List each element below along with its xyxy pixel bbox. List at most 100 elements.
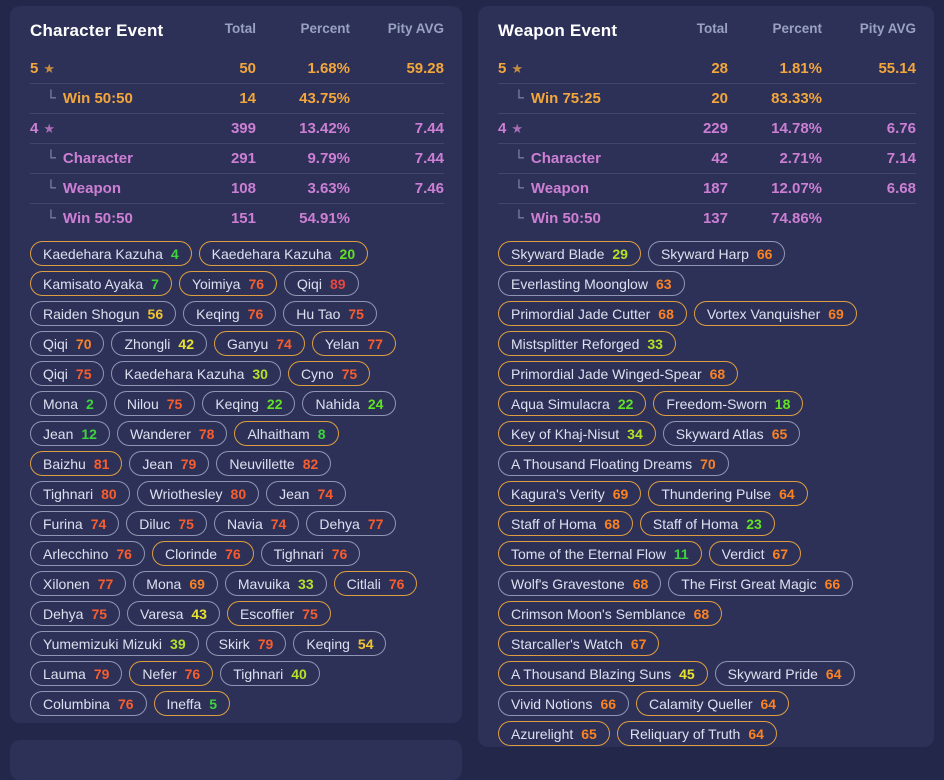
pull-pill: Vivid Notions 66 [498,691,630,716]
pull-pity: 24 [367,395,384,412]
pull-pill: Neuvillette 82 [216,451,332,476]
pull-pill: Skyward Harp 66 [647,241,786,266]
pull-row: Aqua Simulacra 22 Freedom-Sworn 18 [498,391,916,416]
pull-pill: Wolf's Gravestone 68 [498,571,662,596]
row-label: Weapon [530,180,589,197]
pull-pity: 77 [367,335,383,352]
row-pity-avg: 7.46 [414,180,444,197]
pull-pity: 74 [270,515,287,532]
stats-row: 5 ★ 50 1.68% 59.28 [30,54,444,83]
row-pity-avg: 7.14 [886,150,916,167]
pull-pity: 33 [647,335,663,352]
pull-pill: A Thousand Blazing Suns 45 [498,661,708,686]
pull-pill: Aqua Simulacra 22 [498,391,647,416]
pull-name: A Thousand Blazing Suns [511,665,672,682]
row-label: Weapon [62,180,121,197]
pull-pill: Kamisato Ayaka 7 [30,271,172,296]
row-total: 187 [702,180,728,197]
pull-name: Staff of Homa [511,515,597,532]
pull-row: Baizhu 81 Jean 79 Neuvillette 82 [30,451,444,476]
pull-pill: Tome of the Eternal Flow 11 [498,541,702,566]
pull-pill: Skyward Atlas 65 [662,421,801,446]
pull-name: Nahida [315,395,360,412]
pull-name: Starcaller's Watch [511,635,623,652]
tree-branch-glyph: └ [514,89,524,105]
pull-name: Calamity Queller [649,695,753,712]
row-pity-avg: 55.14 [878,60,916,77]
pull-pity: 79 [93,665,110,682]
pull-row: Kaedehara Kazuha 4 Kaedehara Kazuha 20 [30,241,444,266]
pull-name: Vortex Vanquisher [706,305,821,322]
pull-pity: 65 [771,425,788,442]
pull-pity: 68 [658,305,674,322]
stats-row: 5 ★ 28 1.81% 55.14 [498,54,916,83]
pull-name: The First Great Magic [681,575,817,592]
pull-row: Dehya 75 Varesa 43 Escoffier 75 [30,601,444,626]
pull-name: Mona [146,575,182,592]
pull-pity: 63 [655,275,672,292]
pull-name: Wriothesley [149,485,223,502]
pull-pill: Mavuika 33 [224,571,327,596]
pull-pity: 18 [774,395,791,412]
stats-table-body: 5 ★ 28 1.81% 55.14 └ Win 75:25 20 83.33% 4… [498,54,916,233]
pull-pill: Key of Khaj-Nisut 34 [498,421,656,446]
column-header-pity-avg: Pity AVG [859,21,916,36]
pull-name: Wanderer [129,425,191,442]
pull-name: Tighnari [43,485,94,502]
pull-pity: 22 [266,395,283,412]
pull-pill: Furina 74 [30,511,120,536]
pull-pity: 76 [225,545,241,562]
pull-name: Kaedehara Kazuha [43,245,163,262]
pull-pity: 81 [93,455,110,472]
row-percent: 2.71% [779,150,822,167]
pull-row: A Thousand Floating Dreams 70 [498,451,916,476]
pull-pill: Clorinde 76 [151,541,254,566]
pull-row: Jean 12 Wanderer 78 Alhaitham 8 [30,421,444,446]
row-total: 151 [230,210,256,227]
row-pity-avg: 7.44 [414,150,444,167]
pull-name: Tighnari [273,545,324,562]
pull-pill: Yelan 77 [311,331,396,356]
row-total: 28 [711,60,728,77]
pull-pity: 23 [746,515,762,532]
pull-pity: 77 [97,575,114,592]
pull-pill: Thundering Pulse 64 [648,481,808,506]
pull-pill: Keqing 76 [183,301,277,326]
pull-pity: 80 [230,485,247,502]
pull-name: Wolf's Gravestone [511,575,625,592]
row-percent: 74.86% [771,210,822,227]
pull-pill: Tighnari 40 [220,661,320,686]
row-total: 229 [702,120,728,137]
pull-pill: Ineffa 5 [153,691,231,716]
pull-pill: Mona 2 [30,391,107,416]
pull-pill: Xilonen 77 [30,571,127,596]
pull-name: Crimson Moon's Semblance [511,605,686,622]
pull-pity: 11 [673,545,689,562]
pull-pill: Qiqi 89 [284,271,359,296]
pull-name: Mona [43,395,79,412]
row-percent: 13.42% [299,120,350,137]
pull-name: Arlecchino [43,545,109,562]
pull-pill: Freedom-Sworn 18 [653,391,804,416]
panel-title: Weapon Event [498,21,618,40]
pull-name: Thundering Pulse [661,485,772,502]
pull-pill: Hu Tao 75 [283,301,377,326]
pull-pity: 77 [367,515,384,532]
row-total: 291 [230,150,256,167]
stats-row: └ Character 291 9.79% 7.44 [30,143,444,173]
pull-pity: 69 [612,485,629,502]
row-percent: 83.33% [771,90,822,107]
pull-pill: Wriothesley 80 [136,481,260,506]
pull-pity: 33 [298,575,314,592]
row-percent: 1.68% [307,60,350,77]
pull-name: Neuvillette [229,455,295,472]
pull-pity: 76 [247,305,264,322]
pull-name: Tighnari [233,665,284,682]
pull-pity: 70 [75,335,92,352]
row-percent: 14.78% [771,120,822,137]
pull-pity: 20 [339,245,356,262]
pull-pill: Primordial Jade Cutter 68 [498,301,687,326]
pull-pill: Kagura's Verity 69 [498,481,642,506]
pull-pill: Calamity Queller 64 [636,691,790,716]
row-label: Character [530,150,601,167]
